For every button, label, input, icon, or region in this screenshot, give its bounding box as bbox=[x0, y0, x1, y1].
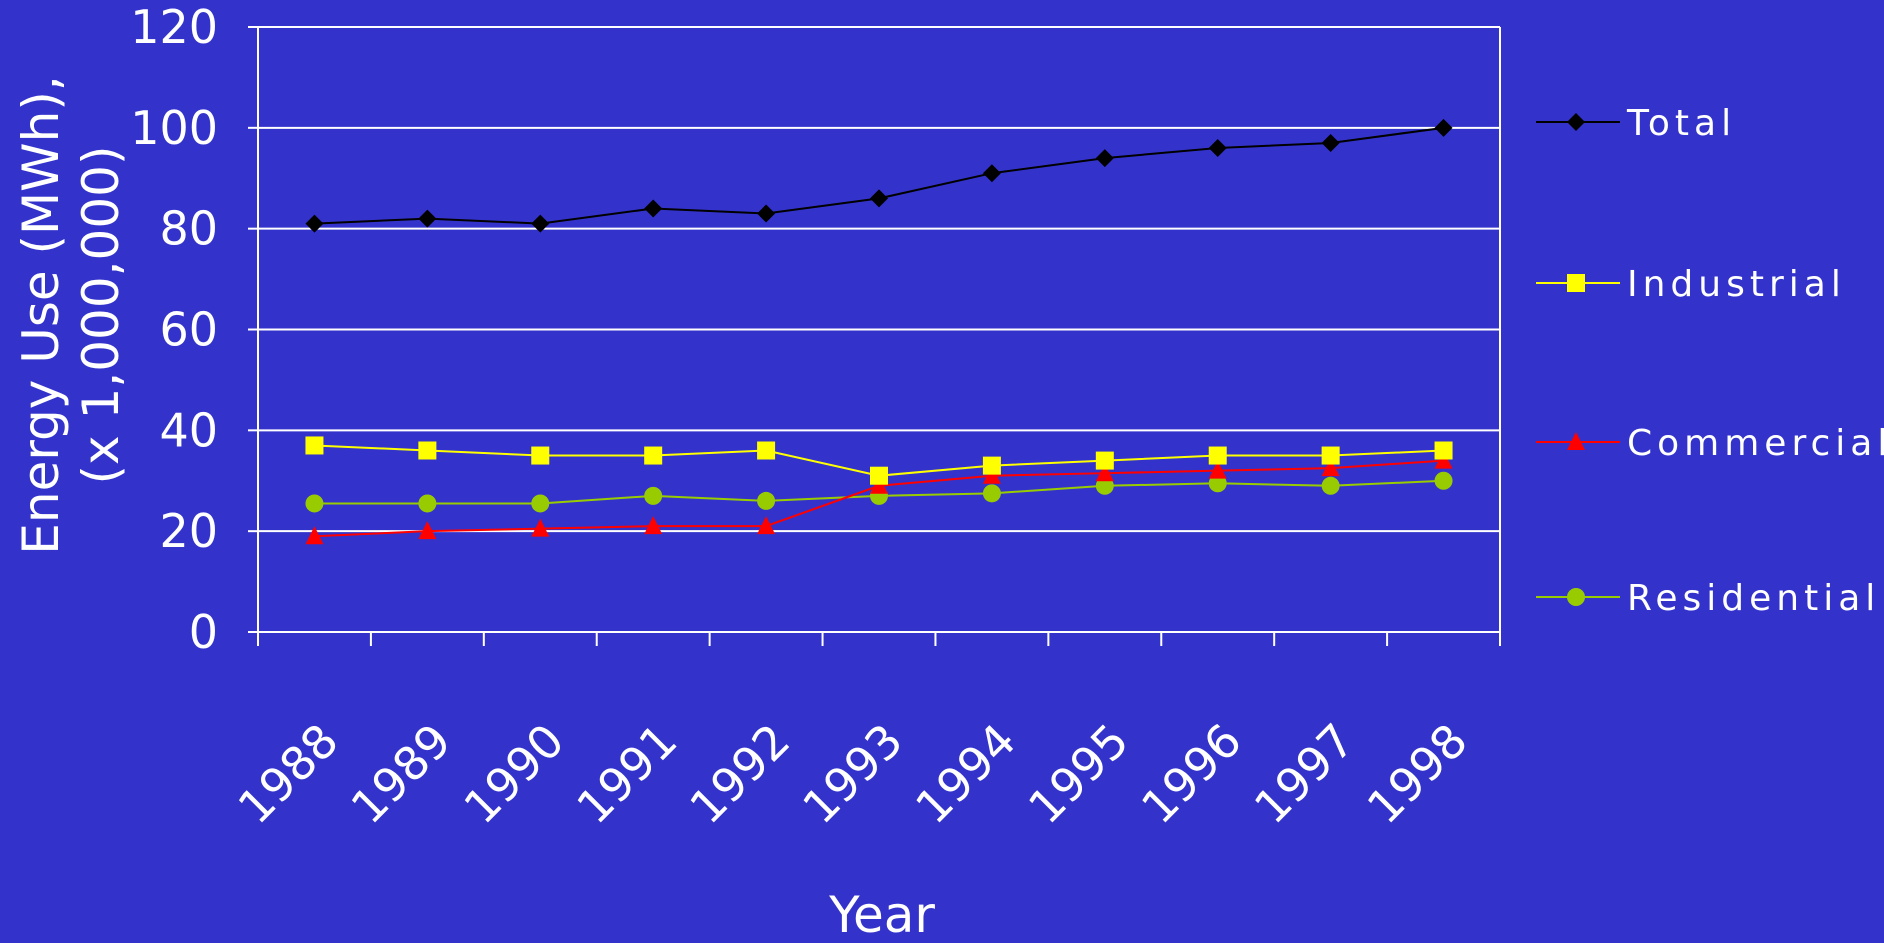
data-point-industrial bbox=[305, 436, 324, 455]
data-point-commercial bbox=[305, 526, 324, 545]
x-tick-label: 1988 bbox=[228, 713, 349, 834]
x-tick-label: 1994 bbox=[905, 713, 1026, 834]
data-point-residential bbox=[305, 494, 324, 513]
legend-item-commercial: Commercial bbox=[1536, 423, 1884, 464]
data-point-residential bbox=[1208, 474, 1227, 493]
data-point-industrial bbox=[531, 446, 550, 465]
data-point-industrial bbox=[1208, 446, 1227, 465]
data-point-total bbox=[1208, 139, 1227, 157]
legend-item-industrial: Industrial bbox=[1536, 264, 1846, 305]
x-tick-label: 1992 bbox=[679, 713, 800, 834]
data-point-commercial bbox=[1208, 460, 1227, 479]
data-point-residential bbox=[757, 491, 776, 510]
data-point-total bbox=[418, 209, 437, 228]
legend-marker-diamond bbox=[1567, 113, 1585, 131]
data-point-industrial bbox=[870, 466, 888, 485]
y-tick-label: 100 bbox=[130, 101, 218, 155]
legend-item-total: Total bbox=[1536, 103, 1736, 144]
data-point-total bbox=[757, 204, 776, 223]
legend-label: Industrial bbox=[1627, 264, 1846, 305]
data-point-commercial bbox=[418, 521, 437, 540]
legend-label: Total bbox=[1626, 103, 1736, 144]
data-point-commercial bbox=[644, 516, 663, 535]
data-point-industrial bbox=[418, 441, 437, 460]
x-tick-label: 1989 bbox=[341, 713, 462, 834]
data-point-commercial bbox=[757, 516, 776, 535]
data-point-total bbox=[305, 214, 324, 233]
x-tick-label: 1991 bbox=[566, 713, 687, 834]
y-axis-title-line1: Energy Use (MWh), bbox=[12, 75, 70, 554]
data-point-total bbox=[1321, 133, 1340, 152]
y-tick-label: 20 bbox=[159, 504, 218, 558]
legend-marker-circle bbox=[1567, 588, 1585, 606]
data-point-industrial bbox=[982, 456, 1001, 475]
data-point-residential bbox=[644, 486, 663, 505]
legend-marker-square bbox=[1567, 274, 1585, 292]
series-residential bbox=[305, 471, 1453, 513]
series-industrial bbox=[305, 436, 1453, 485]
x-tick-label: 1990 bbox=[453, 713, 574, 834]
legend-marker-triangle bbox=[1567, 432, 1585, 450]
data-point-total bbox=[531, 214, 550, 233]
data-point-total bbox=[1095, 149, 1114, 168]
data-point-industrial bbox=[757, 441, 776, 460]
legend-label: Residential bbox=[1627, 578, 1880, 619]
legend-item-residential: Residential bbox=[1536, 578, 1880, 619]
data-point-residential bbox=[982, 484, 1001, 503]
data-point-industrial bbox=[1095, 451, 1114, 470]
y-tick-label: 80 bbox=[159, 202, 218, 256]
series-commercial bbox=[305, 450, 1453, 545]
x-tick-label: 1998 bbox=[1357, 713, 1478, 834]
y-tick-label: 40 bbox=[159, 403, 218, 457]
y-tick-label: 60 bbox=[159, 303, 218, 357]
data-point-commercial bbox=[531, 518, 550, 537]
grid-lines bbox=[258, 26, 1500, 633]
data-point-commercial bbox=[1434, 450, 1453, 469]
y-tick-label: 0 bbox=[189, 605, 218, 659]
y-tick-label: 120 bbox=[130, 0, 218, 54]
data-point-residential bbox=[1095, 476, 1114, 495]
data-point-residential bbox=[418, 494, 437, 513]
x-tick-label: 1995 bbox=[1018, 713, 1139, 834]
data-point-residential bbox=[1321, 476, 1340, 495]
data-point-commercial bbox=[870, 475, 888, 494]
series-lines bbox=[305, 118, 1453, 545]
data-point-total bbox=[982, 164, 1001, 183]
data-point-total bbox=[870, 189, 888, 208]
data-point-total bbox=[644, 199, 663, 218]
data-point-commercial bbox=[1321, 458, 1340, 477]
y-axis-title-line2: (x 1,000,000) bbox=[72, 146, 130, 485]
x-axis-title: Year bbox=[828, 886, 935, 939]
data-point-industrial bbox=[1434, 441, 1453, 460]
axes bbox=[248, 26, 1501, 646]
series-total bbox=[305, 118, 1453, 233]
data-point-total bbox=[1434, 118, 1453, 137]
legend: Total Industrial Commercial Residential bbox=[1536, 103, 1884, 619]
x-tick-label: 1997 bbox=[1244, 713, 1365, 834]
x-tick-label: 1993 bbox=[792, 713, 913, 834]
data-point-commercial bbox=[1095, 463, 1114, 482]
legend-label: Commercial bbox=[1627, 423, 1884, 464]
data-point-industrial bbox=[644, 446, 663, 465]
y-tick-labels: 0 20 40 60 80 100 120 bbox=[130, 0, 218, 659]
data-point-residential bbox=[1434, 471, 1453, 490]
data-point-commercial bbox=[982, 465, 1001, 484]
data-point-industrial bbox=[1321, 446, 1340, 465]
x-tick-labels: 1988198919901991199219931994199519961997… bbox=[228, 713, 1478, 834]
x-tick-label: 1996 bbox=[1131, 713, 1252, 834]
data-point-residential bbox=[531, 494, 550, 513]
y-axis-title: Energy Use (MWh), (x 1,000,000) bbox=[12, 75, 130, 554]
series-line-total bbox=[314, 126, 1444, 225]
